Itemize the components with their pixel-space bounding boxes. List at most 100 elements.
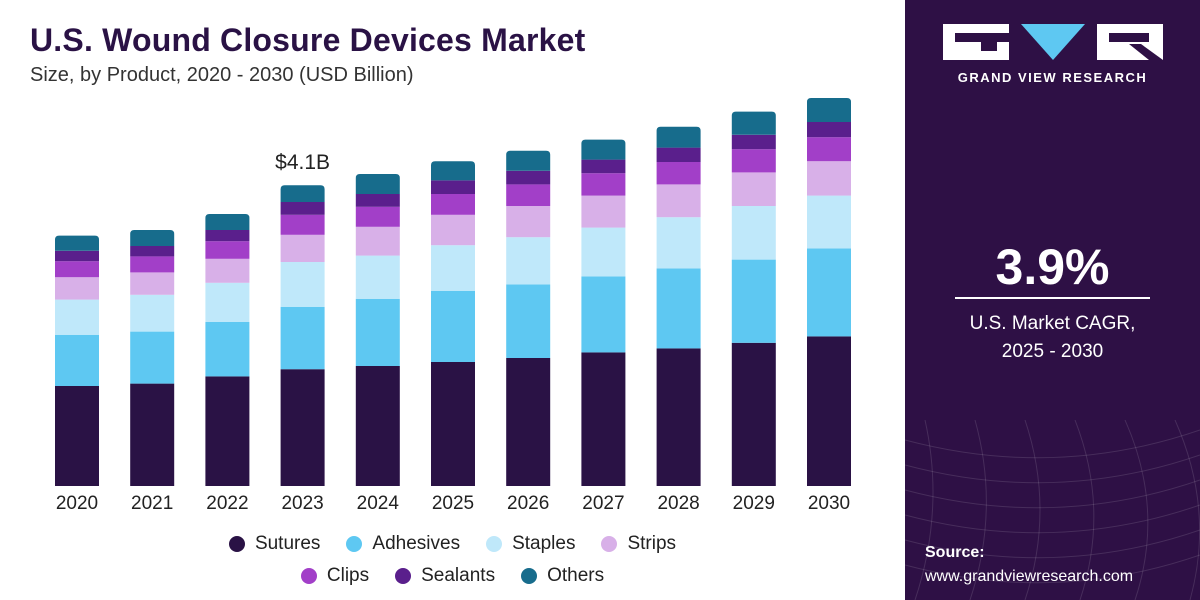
bar-staples-2026 bbox=[506, 237, 551, 285]
bar-strips-2027 bbox=[581, 195, 626, 228]
bar-sealants-2021 bbox=[130, 246, 175, 257]
bar-sutures-2029 bbox=[731, 342, 776, 486]
source-label: Source: bbox=[925, 544, 985, 561]
cagr-label: U.S. Market CAGR, 2025 - 2030 bbox=[905, 310, 1200, 366]
bar-sutures-2020 bbox=[55, 386, 99, 486]
bar-others-2023 bbox=[280, 185, 325, 202]
bar-others-2029 bbox=[731, 111, 776, 135]
bar-sutures-2028 bbox=[656, 348, 701, 486]
bar-others-2030 bbox=[807, 98, 851, 122]
bar-sealants-2028 bbox=[656, 147, 701, 162]
bar-others-2025 bbox=[431, 161, 475, 181]
bar-adhesives-2024 bbox=[355, 298, 400, 366]
cagr-divider bbox=[955, 297, 1150, 299]
x-tick-label-2024: 2024 bbox=[357, 493, 400, 514]
legend-label-sealants: Sealants bbox=[421, 565, 496, 586]
bar-stack-2030 bbox=[807, 98, 851, 486]
bar-stack-2028 bbox=[656, 126, 701, 486]
bar-stack-2022 bbox=[205, 214, 250, 486]
bar-stack-2021 bbox=[130, 230, 175, 486]
bar-adhesives-2025 bbox=[431, 290, 475, 362]
legend-swatch-sutures bbox=[228, 536, 245, 552]
bar-sealants-2020 bbox=[55, 250, 99, 262]
bar-adhesives-2027 bbox=[581, 276, 626, 353]
chart-legend: Sutures Adhesives Staples Strips Clips Seala… bbox=[0, 533, 905, 597]
x-tick-label-2020: 2020 bbox=[56, 493, 98, 514]
legend-swatch-staples bbox=[486, 536, 503, 552]
legend-item-strips: Strips bbox=[601, 533, 676, 555]
bar-sealants-2023 bbox=[280, 202, 325, 215]
bar-clips-2022 bbox=[205, 241, 250, 259]
bar-sealants-2027 bbox=[581, 159, 626, 174]
x-tick-label-2030: 2030 bbox=[808, 493, 850, 514]
x-tick-label-2026: 2026 bbox=[507, 493, 549, 514]
bar-strips-2021 bbox=[130, 272, 175, 295]
bar-others-2027 bbox=[581, 139, 626, 160]
bar-staples-2028 bbox=[656, 217, 701, 269]
bar-clips-2029 bbox=[731, 149, 776, 173]
x-tick-label-2023: 2023 bbox=[281, 493, 323, 514]
bar-strips-2030 bbox=[807, 161, 851, 196]
bar-strips-2025 bbox=[431, 214, 475, 246]
x-tick-label-2027: 2027 bbox=[582, 493, 624, 514]
bar-clips-2026 bbox=[506, 184, 551, 206]
bar-staples-2022 bbox=[205, 282, 250, 322]
bar-adhesives-2028 bbox=[656, 268, 701, 349]
grand-view-research-logo bbox=[943, 24, 1163, 60]
bar-sealants-2030 bbox=[807, 122, 851, 138]
bar-sealants-2025 bbox=[431, 180, 475, 194]
bar-stack-2023 bbox=[280, 185, 325, 486]
bar-clips-2021 bbox=[130, 256, 175, 273]
legend-label-staples: Staples bbox=[512, 533, 576, 554]
cagr-value: 3.9% bbox=[995, 239, 1110, 295]
source-link[interactable]: www.grandviewresearch.com bbox=[925, 568, 1134, 585]
bar-adhesives-2020 bbox=[55, 334, 99, 386]
bar-staples-2029 bbox=[731, 206, 776, 260]
bar-stack-2029 bbox=[731, 111, 776, 486]
bar-sutures-2025 bbox=[431, 362, 475, 486]
bar-others-2024 bbox=[355, 174, 400, 194]
x-tick-label-2028: 2028 bbox=[657, 493, 699, 514]
x-tick-label-2029: 2029 bbox=[733, 493, 775, 514]
decorative-grid-pattern bbox=[905, 420, 1200, 600]
data-label-2023: $4.1B bbox=[275, 151, 330, 174]
bar-adhesives-2029 bbox=[731, 259, 776, 343]
bar-clips-2023 bbox=[280, 214, 325, 235]
cagr-label-line1: U.S. Market CAGR, bbox=[969, 313, 1136, 334]
legend-item-sutures: Sutures bbox=[228, 533, 321, 555]
bar-sutures-2027 bbox=[581, 352, 626, 486]
chart-panel: U.S. Wound Closure Devices Market Size, … bbox=[0, 22, 905, 597]
bar-strips-2028 bbox=[656, 184, 701, 218]
bar-stack-2020 bbox=[55, 235, 99, 486]
bar-sealants-2029 bbox=[731, 134, 776, 150]
bar-adhesives-2021 bbox=[130, 331, 175, 384]
bar-sealants-2026 bbox=[506, 170, 551, 185]
legend-item-others: Others bbox=[521, 565, 604, 587]
legend-label-clips: Clips bbox=[326, 565, 370, 586]
x-tick-label-2022: 2022 bbox=[206, 493, 248, 514]
bar-staples-2025 bbox=[431, 245, 475, 291]
bar-staples-2027 bbox=[581, 227, 626, 277]
legend-label-sutures: Sutures bbox=[254, 533, 321, 554]
bar-staples-2030 bbox=[807, 195, 851, 249]
bar-stack-2025 bbox=[431, 161, 475, 486]
stacked-bar-chart: 2020 2021 2022 $4.1B 2023 2024 2025 2026 2027 202… bbox=[55, 98, 851, 514]
bar-clips-2025 bbox=[431, 194, 475, 215]
legend-item-clips: Clips bbox=[300, 565, 370, 587]
bar-clips-2024 bbox=[355, 206, 400, 227]
bar-sutures-2024 bbox=[355, 366, 400, 486]
bar-adhesives-2026 bbox=[506, 284, 551, 358]
bar-stack-2026 bbox=[506, 150, 551, 486]
bar-adhesives-2023 bbox=[280, 306, 325, 370]
summary-sidebar: GRAND VIEW RESEARCH 3.9% U.S. Market CAG… bbox=[905, 0, 1200, 600]
chart-title: U.S. Wound Closure Devices Market bbox=[30, 22, 586, 58]
bar-adhesives-2030 bbox=[807, 248, 851, 337]
bar-others-2028 bbox=[656, 126, 701, 148]
legend-label-adhesives: Adhesives bbox=[372, 533, 461, 554]
legend-swatch-clips bbox=[300, 568, 317, 584]
bar-sutures-2023 bbox=[280, 369, 325, 486]
x-tick-label-2021: 2021 bbox=[131, 493, 173, 514]
bar-stack-2027 bbox=[581, 139, 626, 486]
bar-clips-2030 bbox=[807, 137, 851, 162]
bar-staples-2023 bbox=[280, 262, 325, 307]
